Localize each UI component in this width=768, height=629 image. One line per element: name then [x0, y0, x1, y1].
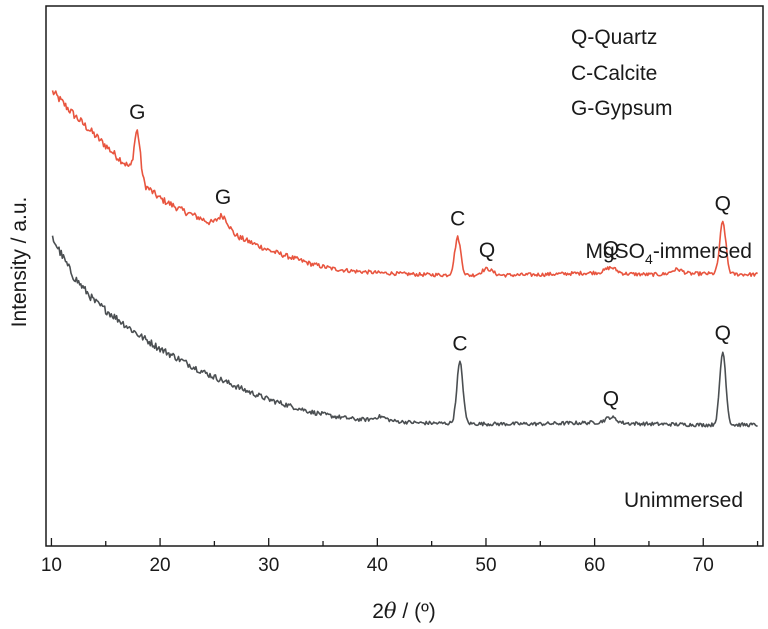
x-axis-title-symbol: θ [384, 599, 397, 623]
x-axis-title-prefix: 2 [372, 600, 384, 623]
series-line-unimmersed [51, 235, 758, 428]
series-layer [51, 90, 759, 428]
y-axis-title: Intensity / a.u. [8, 197, 31, 328]
x-axis-ticks: 10 20 30 40 50 60 70 [41, 538, 759, 576]
x-tick-label: 50 [475, 555, 496, 576]
peak-label-q: Q [603, 238, 619, 261]
legend: Q-Quartz C-Calcite G-Gypsum [571, 26, 673, 120]
series-label-mgso4-immersed: MgSO4-immersed [586, 240, 753, 267]
series-label-main: MgSO [586, 240, 646, 263]
peak-label-q: Q [479, 239, 495, 262]
peak-label-q: Q [715, 322, 731, 345]
series-label-unimmersed: Unimmersed [624, 489, 743, 512]
x-tick-label: 10 [41, 555, 62, 576]
legend-item-quartz: Q-Quartz [571, 26, 657, 49]
x-tick-label: 60 [584, 555, 605, 576]
x-tick-label: 30 [258, 555, 279, 576]
x-tick-label: 40 [367, 555, 388, 576]
series-label-subscript: 4 [645, 251, 653, 267]
series-line-mgso4-immersed [51, 90, 759, 278]
peak-label-c: C [452, 332, 467, 355]
series-label-tail: -immersed [653, 240, 752, 263]
legend-item-gypsum: G-Gypsum [571, 97, 673, 120]
peak-label-q: Q [603, 387, 619, 410]
legend-item-calcite: C-Calcite [571, 62, 657, 85]
peak-label-c: C [450, 208, 465, 231]
x-axis-title: 2θ / (º) [372, 599, 436, 623]
plot-frame [45, 5, 764, 547]
x-axis-title-suffix: / (º) [397, 600, 436, 623]
peak-label-g: G [129, 101, 145, 124]
peak-label-g: G [215, 186, 231, 209]
x-tick-label: 70 [693, 555, 714, 576]
peak-label-q: Q [715, 192, 731, 215]
x-tick-label: 20 [149, 555, 170, 576]
